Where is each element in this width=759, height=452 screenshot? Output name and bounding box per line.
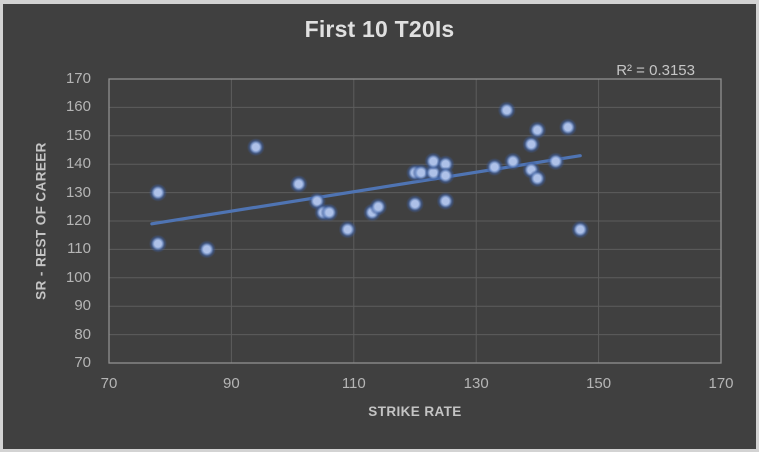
scatter-point (289, 175, 308, 194)
scatter-point (369, 197, 388, 216)
scatter-point (320, 203, 339, 222)
x-tick-label: 170 (708, 375, 734, 392)
x-tick-label: 150 (586, 375, 612, 392)
x-axis-title: STRIKE RATE (368, 404, 462, 419)
y-tick-label: 70 (74, 354, 91, 371)
scatter-point (436, 192, 455, 211)
y-tick-label: 140 (65, 155, 91, 173)
y-tick-label: 150 (65, 126, 91, 144)
scatter-point (503, 152, 522, 171)
scatter-point (497, 101, 516, 120)
y-tick-label: 170 (65, 70, 91, 87)
scatter-point (528, 169, 547, 188)
chart-title: First 10 T20Is (304, 16, 455, 42)
scatter-point (406, 194, 424, 213)
scatter-point (559, 118, 577, 137)
x-tick-label: 90 (223, 375, 240, 392)
scatter-point (571, 220, 590, 239)
y-tick-label: 130 (65, 183, 91, 201)
scatter-point (246, 138, 265, 157)
r-squared-label: R² = 0.3153 (616, 62, 695, 79)
scatter-point (485, 158, 504, 177)
x-tick-label: 70 (100, 375, 118, 392)
scatter-point (148, 234, 167, 253)
y-tick-label: 110 (67, 240, 91, 258)
scatter-point (528, 121, 547, 140)
scatter-point (522, 135, 541, 154)
scatter-point (546, 152, 565, 171)
y-tick-label: 160 (65, 98, 91, 116)
scatter-point (148, 183, 167, 202)
chart-canvas: First 10 T20Is R² = 0.3153 STRIKE RATE S… (3, 4, 756, 449)
y-tick-label: 120 (65, 212, 91, 229)
plot-frame (108, 78, 722, 364)
y-tick-label: 80 (74, 325, 91, 343)
plot-area (108, 78, 722, 364)
scatter-point (197, 240, 216, 259)
scatter-point (436, 166, 455, 185)
x-tick-label: 110 (341, 375, 366, 392)
y-tick-label: 100 (65, 268, 91, 286)
y-tick-label: 90 (74, 297, 91, 315)
x-tick-label: 130 (463, 375, 489, 392)
scatter-point (338, 220, 357, 239)
